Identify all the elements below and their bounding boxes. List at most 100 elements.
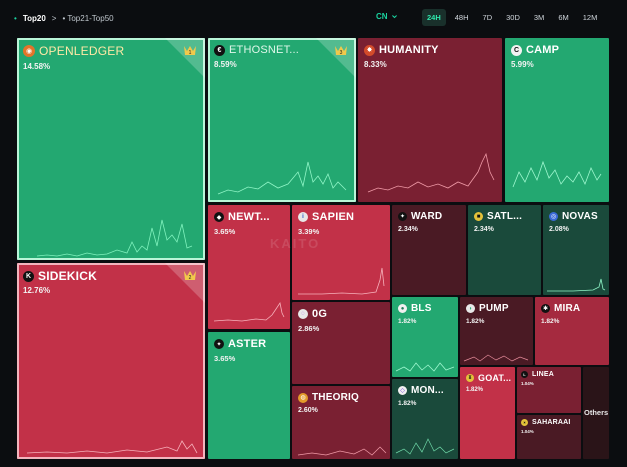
tile-header: i SAPIEN bbox=[298, 211, 354, 223]
tile-name: OPENLEDGER bbox=[39, 44, 125, 58]
sparkline bbox=[298, 267, 385, 295]
tile-name: MON... bbox=[411, 385, 444, 396]
tile-header: ◇ MON... bbox=[398, 385, 444, 396]
sparkline bbox=[367, 152, 495, 193]
tab-top20[interactable]: Top20 bbox=[22, 14, 46, 23]
newt-logo-icon: ◆ bbox=[214, 212, 224, 222]
tile-camp[interactable]: C CAMP 5.99% bbox=[505, 38, 609, 202]
tile-name: SAHARAAI bbox=[532, 419, 571, 426]
tile-percent: 5.99% bbox=[511, 60, 534, 69]
tile-name: 0G bbox=[312, 308, 328, 320]
tile-header: ¥ GOAT... bbox=[466, 373, 511, 383]
tile-humanity[interactable]: ✸ HUMANITY 8.33% bbox=[358, 38, 502, 202]
tile-sidekick[interactable]: K SIDEKICK 12.76% 2 bbox=[17, 263, 205, 459]
time-range-tabs: 24H 48H 7D 30D 3M 6M 12M bbox=[422, 9, 602, 26]
tile-header: ✸ HUMANITY bbox=[364, 44, 439, 56]
tile-header: ■ SATL... bbox=[474, 211, 522, 222]
tile-theoriq[interactable]: ◍ THEORIQ 2.60% bbox=[292, 386, 390, 459]
tile-name: NEWT... bbox=[228, 211, 270, 223]
tile-percent: 14.58% bbox=[23, 62, 51, 71]
tile-percent: 1.82% bbox=[541, 318, 560, 325]
tile-percent: 3.65% bbox=[214, 227, 236, 236]
language-select[interactable]: CN bbox=[376, 12, 398, 21]
tile-percent: 3.39% bbox=[298, 227, 320, 236]
theoriq-logo-icon: ◍ bbox=[298, 392, 308, 403]
chevron-down-icon bbox=[391, 15, 397, 19]
rank-badge: 3 bbox=[316, 38, 356, 78]
tile-openledger[interactable]: ◉ OPENLEDGER 14.58% 1 bbox=[17, 38, 205, 260]
kaito-watermark: KAITO bbox=[270, 236, 321, 251]
tile-novas[interactable]: ◎ NOVAS 2.08% bbox=[543, 205, 609, 295]
ward-logo-icon: ✦ bbox=[398, 212, 407, 221]
bls-logo-icon: ● bbox=[398, 304, 407, 313]
time-tab-12m[interactable]: 12M bbox=[582, 13, 598, 22]
tile-header: ✦ ASTER bbox=[214, 338, 266, 350]
tile-name: GOAT... bbox=[478, 373, 512, 383]
rank-badge: 1 bbox=[165, 38, 205, 78]
breadcrumb-separator: > bbox=[51, 14, 57, 23]
time-tab-6m[interactable]: 6M bbox=[558, 13, 569, 22]
tile-percent: 2.34% bbox=[474, 226, 494, 233]
tile-header: ● BLS bbox=[398, 303, 432, 314]
sparkline bbox=[217, 161, 347, 195]
tile-name: PUMP bbox=[479, 303, 509, 314]
tile-header: ◆ NEWT... bbox=[214, 211, 270, 223]
tile-newt[interactable]: ◆ NEWT... 3.65% bbox=[208, 205, 290, 329]
tile-percent: 1.04% bbox=[521, 429, 534, 434]
tile-name: HUMANITY bbox=[379, 44, 439, 56]
tile-percent: 1.82% bbox=[398, 400, 417, 407]
sparkline bbox=[297, 446, 387, 456]
tile-percent: 3.65% bbox=[214, 354, 236, 363]
tile-percent: 12.76% bbox=[23, 286, 51, 295]
tab-top21-top50[interactable]: • Top21-Top50 bbox=[62, 14, 114, 23]
tile-header: ◌ 0G bbox=[298, 308, 327, 320]
tile-0g[interactable]: ◌ 0G 2.86% bbox=[292, 302, 390, 384]
time-tab-48h[interactable]: 48H bbox=[454, 13, 469, 22]
tile-name: Others bbox=[584, 408, 609, 417]
tile-bls[interactable]: ● BLS 1.82% bbox=[392, 297, 458, 377]
humanity-logo-icon: ✸ bbox=[364, 44, 375, 56]
saharaai-logo-icon: ☀ bbox=[521, 419, 528, 426]
tile-percent: 8.33% bbox=[364, 60, 387, 69]
tile-linea[interactable]: L LINEA 1.04% bbox=[517, 367, 581, 413]
tile-satl[interactable]: ■ SATL... 2.34% bbox=[468, 205, 541, 295]
tile-name: THEORIQ bbox=[312, 392, 359, 403]
tile-ethosnet[interactable]: € ETHOSNET... 8.59% 3 bbox=[208, 38, 356, 202]
tile-name: BLS bbox=[411, 303, 432, 314]
tile-mon[interactable]: ◇ MON... 1.82% bbox=[392, 379, 458, 459]
top-bar: • Top20 > • Top21-Top50 CN 24H 48H 7D 30… bbox=[0, 0, 627, 34]
time-tab-24h[interactable]: 24H bbox=[422, 9, 446, 26]
active-dot-icon: • bbox=[14, 14, 17, 23]
tile-sapien[interactable]: i SAPIEN 3.39% bbox=[292, 205, 390, 300]
tile-name: SIDEKICK bbox=[38, 269, 97, 283]
language-value: CN bbox=[376, 12, 388, 21]
tile-others[interactable]: Others bbox=[583, 367, 609, 459]
tab-top21-top50-label: Top21-Top50 bbox=[67, 14, 114, 23]
tile-header: ◎ NOVAS bbox=[549, 211, 598, 222]
tile-header: ✦ WARD bbox=[398, 211, 442, 222]
satl-logo-icon: ■ bbox=[474, 212, 483, 221]
time-tab-3m[interactable]: 3M bbox=[533, 13, 545, 22]
tile-name: MIRA bbox=[554, 303, 581, 314]
sparkline bbox=[395, 438, 455, 455]
mon-logo-icon: ◇ bbox=[398, 386, 407, 395]
tile-goat[interactable]: ¥ GOAT... 1.82% bbox=[460, 367, 515, 459]
tile-mira[interactable]: ✱ MIRA 1.82% bbox=[535, 297, 609, 365]
tile-header: K SIDEKICK bbox=[23, 269, 97, 283]
tile-ward[interactable]: ✦ WARD 2.34% bbox=[392, 205, 466, 295]
tile-header: L LINEA bbox=[521, 371, 554, 378]
tile-aster[interactable]: ✦ ASTER 3.65% bbox=[208, 332, 290, 459]
tile-saharaai[interactable]: ☀ SAHARAAI 1.04% bbox=[517, 415, 581, 459]
pump-logo-icon: ◗ bbox=[466, 304, 475, 313]
tile-header: € ETHOSNET... bbox=[214, 44, 299, 56]
tile-percent: 1.82% bbox=[466, 318, 485, 325]
ethosnet-logo-icon: € bbox=[214, 44, 225, 56]
tile-name: ASTER bbox=[228, 338, 267, 350]
tile-pump[interactable]: ◗ PUMP 1.82% bbox=[460, 297, 533, 365]
time-tab-7d[interactable]: 7D bbox=[482, 13, 493, 22]
sidekick-logo-icon: K bbox=[23, 270, 34, 282]
tile-percent: 2.34% bbox=[398, 226, 418, 233]
time-tab-30d[interactable]: 30D bbox=[506, 13, 520, 22]
tile-name: LINEA bbox=[532, 371, 554, 378]
sparkline bbox=[547, 278, 606, 292]
